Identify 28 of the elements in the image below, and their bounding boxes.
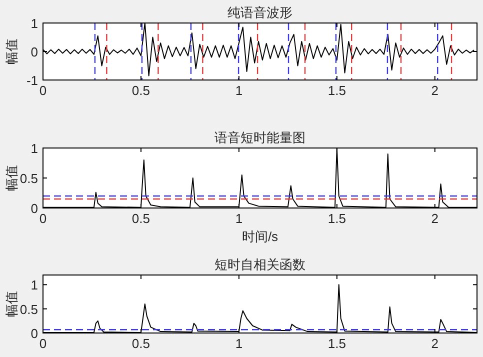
x-axis-title: 时间/s bbox=[242, 229, 279, 244]
x-tick-label: 1 bbox=[235, 83, 243, 98]
y-tick-label: -1 bbox=[26, 73, 38, 88]
x-tick-label: 0.5 bbox=[132, 336, 150, 351]
x-tick-label: 1.5 bbox=[328, 83, 346, 98]
chart-title: 纯语音波形 bbox=[228, 5, 292, 20]
x-tick-label: 1.5 bbox=[328, 336, 346, 351]
x-tick-label: 1 bbox=[235, 336, 243, 351]
x-tick-label: 2 bbox=[431, 211, 438, 226]
y-axis-title: 幅值 bbox=[4, 38, 19, 64]
y-tick-label: 0 bbox=[30, 326, 38, 341]
y-axis-title: 幅值 bbox=[4, 165, 19, 191]
y-tick-label: 1 bbox=[30, 16, 38, 31]
x-tick-label: 0.5 bbox=[132, 211, 150, 226]
y-tick-label: 0 bbox=[30, 201, 38, 216]
y-tick-label: 0 bbox=[30, 44, 38, 60]
x-tick-label: 2 bbox=[431, 83, 438, 98]
chart-title: 语音短时能量图 bbox=[214, 130, 306, 145]
y-tick-label: 0.5 bbox=[20, 302, 38, 317]
x-tick-label: 0.5 bbox=[132, 83, 150, 98]
x-tick-label: 1.5 bbox=[328, 211, 346, 226]
y-axis-title: 幅值 bbox=[4, 291, 19, 317]
y-tick-label: 0.5 bbox=[20, 171, 38, 186]
y-tick-label: 1 bbox=[30, 278, 38, 293]
x-tick-label: 2 bbox=[431, 336, 438, 351]
x-tick-label: 1 bbox=[235, 211, 243, 226]
chart-title: 短时自相关函数 bbox=[214, 257, 306, 272]
y-tick-label: 1 bbox=[30, 141, 38, 156]
